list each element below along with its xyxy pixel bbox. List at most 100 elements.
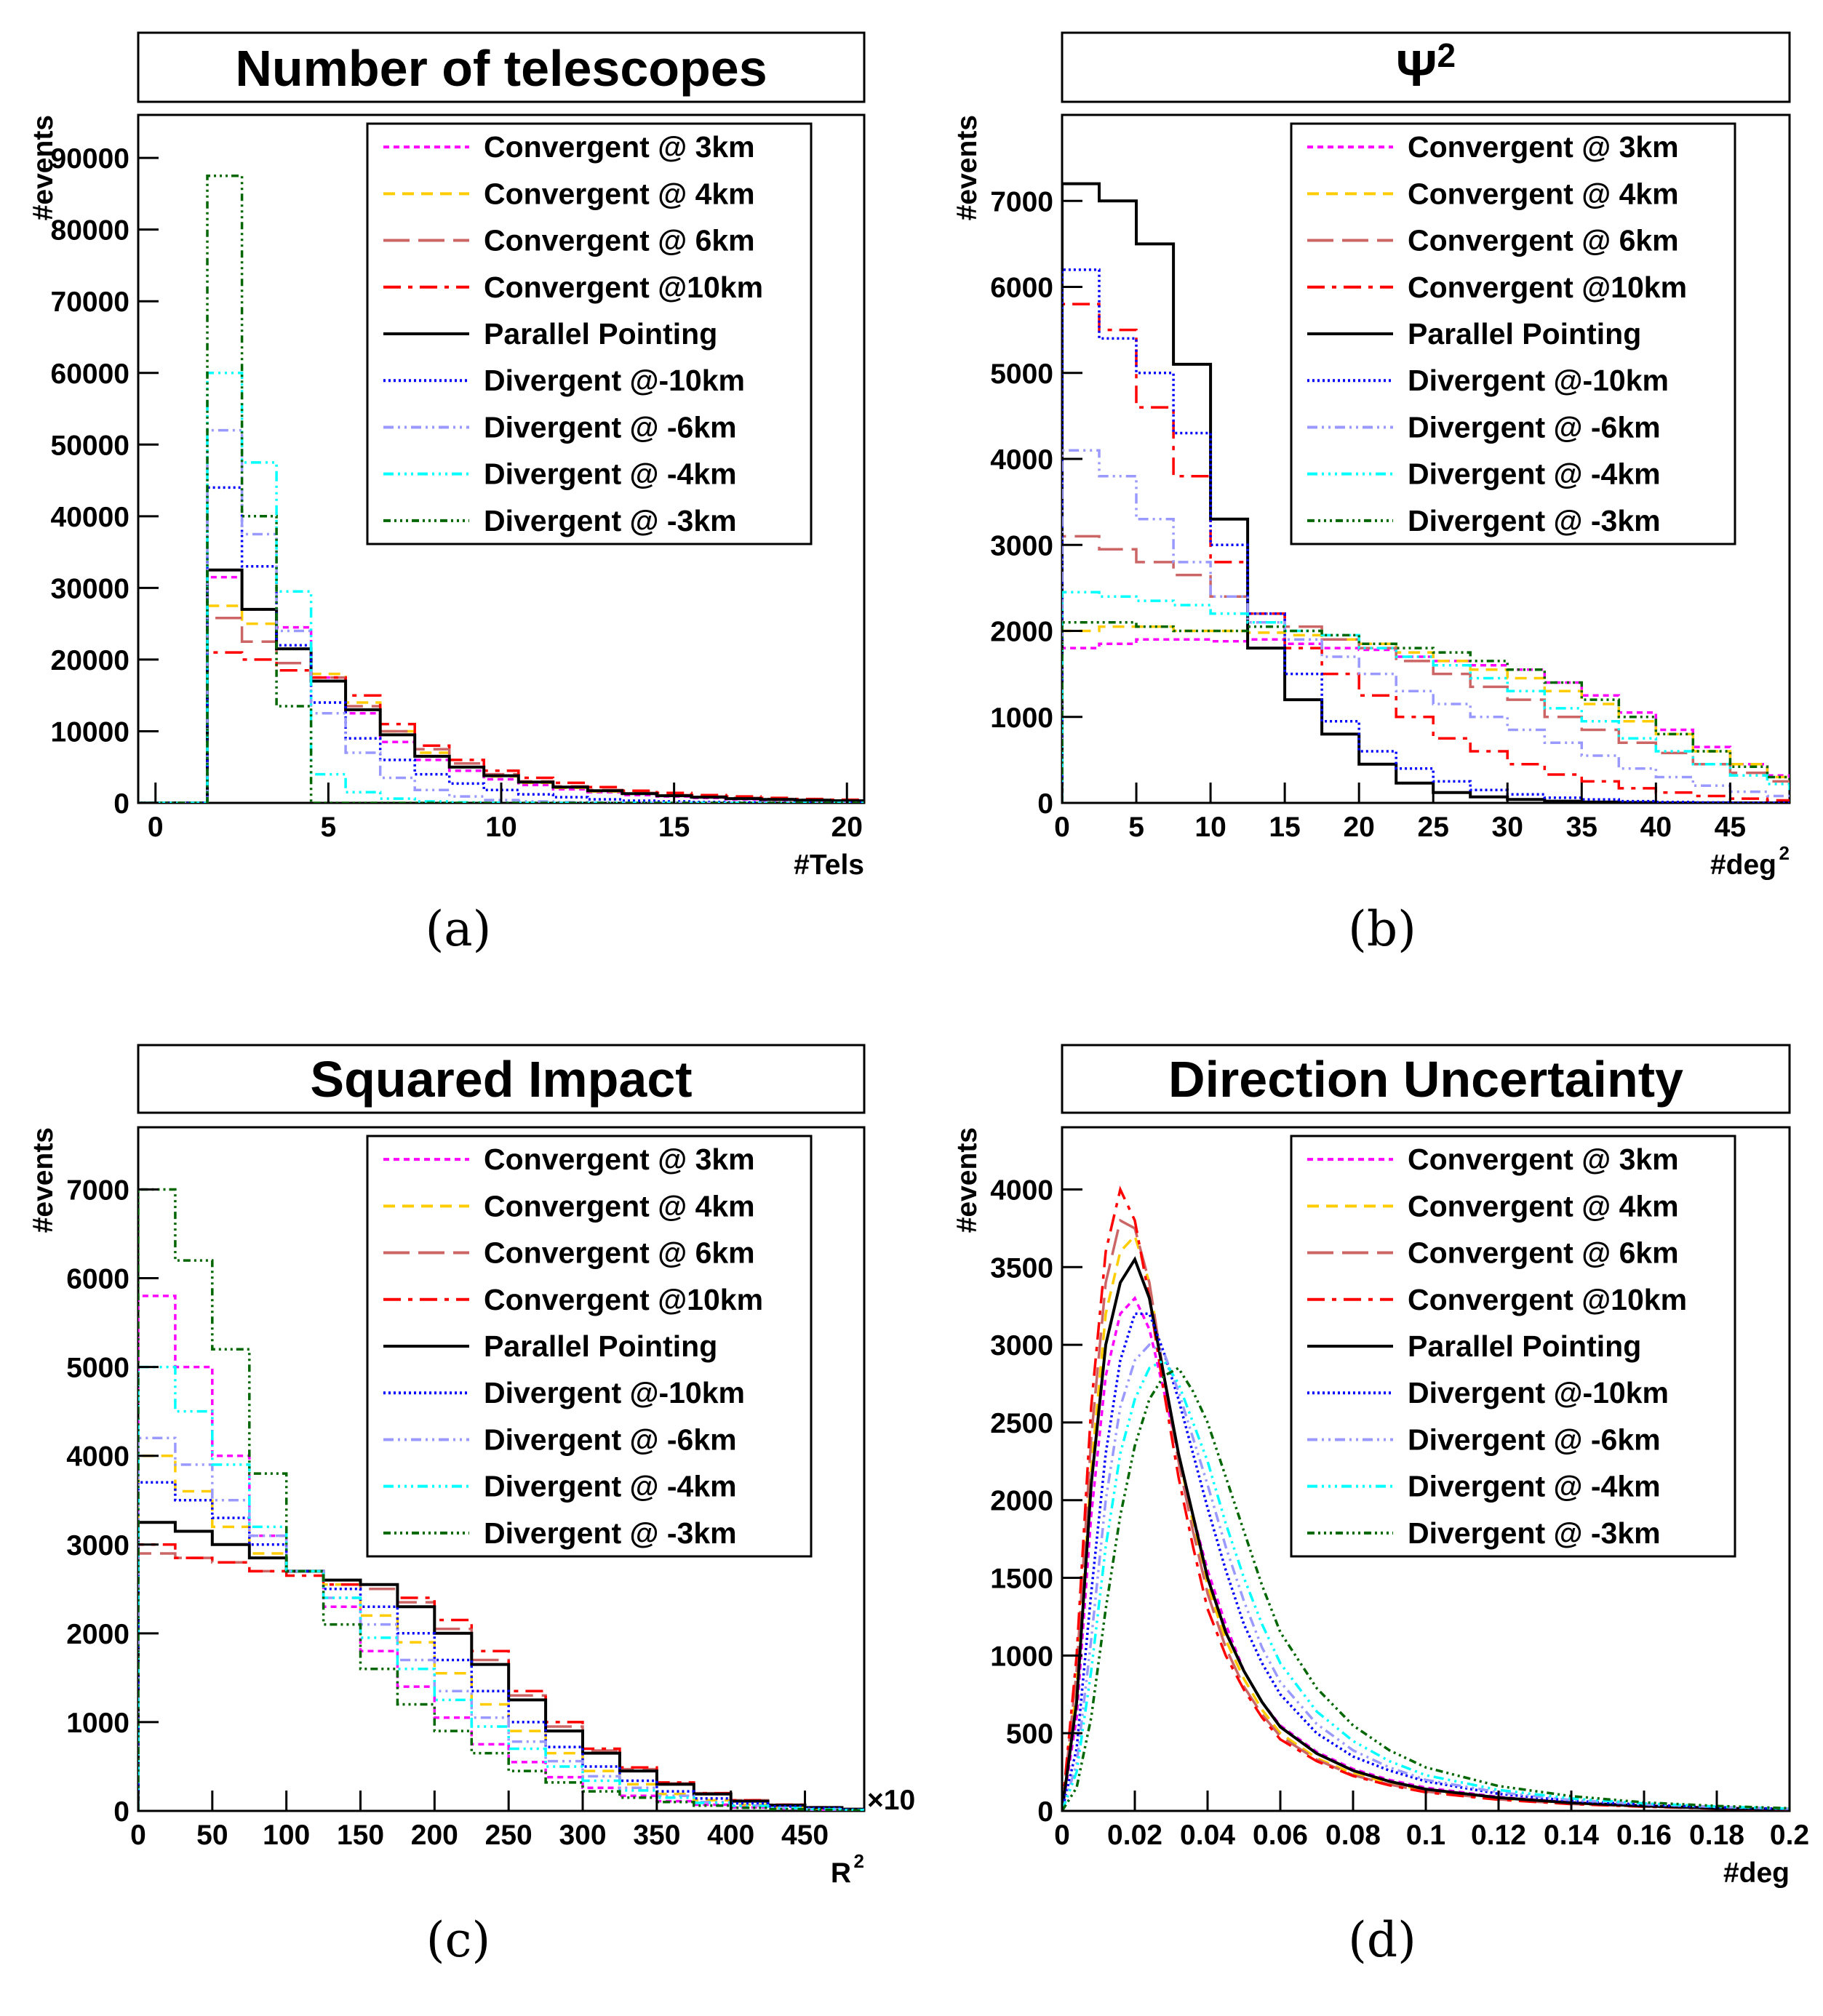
- x-tick-label: 5: [1128, 812, 1144, 843]
- panel-caption: (b): [1348, 901, 1416, 957]
- x-tick-label: 20: [1343, 812, 1374, 843]
- x-tick-label: 300: [559, 1820, 606, 1851]
- y-tick-label: 2000: [990, 1486, 1053, 1517]
- y-tick-label: 4000: [990, 444, 1053, 476]
- legend-label: Divergent @ -6km: [1408, 1423, 1661, 1456]
- y-axis-label: #events: [952, 115, 983, 220]
- series-line-6: [1062, 1343, 1790, 1811]
- x-tick-label: 10: [1194, 812, 1226, 843]
- legend-label: Convergent @ 4km: [1408, 177, 1679, 210]
- y-tick-label: 10000: [51, 716, 129, 748]
- x-tick-label: 150: [337, 1820, 384, 1851]
- x-axis-label-sup: 2: [854, 1850, 864, 1872]
- series-line-6: [138, 428, 864, 803]
- y-tick-label: 3000: [990, 530, 1053, 561]
- legend-label: Convergent @ 6km: [484, 224, 755, 257]
- legend-label: Divergent @ -3km: [484, 504, 737, 537]
- y-axis-label: #events: [28, 115, 59, 220]
- legend-label: Divergent @-10km: [484, 1376, 745, 1409]
- series-line-7: [138, 1365, 864, 1811]
- series-line-3: [1062, 303, 1790, 803]
- title-box: [1061, 31, 1791, 103]
- x-tick-label: 15: [1269, 812, 1300, 843]
- x-tick-label: 450: [781, 1820, 829, 1851]
- legend-label: Convergent @10km: [1408, 1283, 1687, 1316]
- y-axis-label: #events: [952, 1127, 983, 1233]
- y-tick-label: 7000: [66, 1175, 129, 1206]
- series-line-0: [1062, 638, 1790, 803]
- x-axis-label: #deg: [1723, 1857, 1790, 1889]
- series-group: [1062, 182, 1790, 803]
- x-tick-label: 0.12: [1471, 1820, 1526, 1851]
- x-tick-label: 15: [658, 812, 690, 843]
- y-tick-label: 30000: [51, 573, 129, 604]
- series-line-7: [138, 372, 864, 803]
- y-tick-label: 4000: [66, 1441, 129, 1473]
- y-tick-label: 7000: [990, 186, 1053, 217]
- y-tick-label: 0: [1037, 788, 1053, 820]
- title-box: [137, 1044, 866, 1114]
- x-axis-label-sup: 2: [1779, 842, 1790, 864]
- panel-d: Direction Uncertainty 0 0.02 0.04 0.06 0.08 0.…: [952, 1044, 1809, 1968]
- y-tick-label: 50000: [51, 430, 129, 461]
- series-line-4: [138, 1521, 864, 1811]
- x-tick-label: 0.14: [1544, 1820, 1599, 1851]
- legend-label: Convergent @ 4km: [484, 177, 755, 210]
- y-tick-label: 0: [113, 1796, 129, 1828]
- series-line-4: [1062, 182, 1790, 803]
- chart-title: Number of telescopes: [235, 40, 767, 97]
- legend-label: Parallel Pointing: [484, 317, 717, 351]
- legend-label: Parallel Pointing: [484, 1329, 717, 1363]
- y-tick-label: 0: [1037, 1796, 1053, 1828]
- x-tick-label: 35: [1566, 812, 1597, 843]
- y-tick-label: 500: [1006, 1719, 1053, 1750]
- panel-b: Ψ20 5 10 15 20 25 30 35 40 4501000200030004000500…: [952, 31, 1791, 957]
- legend-label: Divergent @ -6km: [484, 1423, 737, 1456]
- y-tick-label: 3000: [66, 1530, 129, 1561]
- series-line-7: [1062, 591, 1790, 803]
- x-tick-label: 5: [321, 812, 337, 843]
- legend-label: Convergent @ 6km: [1408, 1236, 1679, 1270]
- series-line-4: [1062, 1256, 1790, 1811]
- legend-label: Divergent @ -4km: [484, 1470, 737, 1503]
- y-tick-label: 40000: [51, 502, 129, 533]
- y-tick-label: 2500: [990, 1408, 1053, 1439]
- y-tick-label: 6000: [66, 1264, 129, 1295]
- series-line-3: [138, 651, 864, 803]
- chart-title: Direction Uncertainty: [1168, 1051, 1683, 1108]
- series-line-6: [1062, 449, 1790, 803]
- y-tick-label: 5000: [66, 1353, 129, 1384]
- x-tick-label: 0.2: [1770, 1820, 1809, 1851]
- x-axis-label: #Tels: [794, 849, 864, 881]
- series-line-7: [1062, 1359, 1790, 1811]
- y-tick-label: 3500: [990, 1252, 1053, 1284]
- series-line-2: [138, 1552, 864, 1811]
- legend-label: Divergent @ -4km: [484, 457, 737, 491]
- legend-label: Divergent @ -3km: [484, 1516, 737, 1550]
- y-tick-label: 1000: [990, 703, 1053, 734]
- x-tick-label: 250: [485, 1820, 532, 1851]
- legend-label: Convergent @ 6km: [1408, 224, 1679, 257]
- legend-label: Divergent @ -4km: [1408, 457, 1661, 491]
- series-line-3: [138, 1543, 864, 1811]
- y-tick-label: 1500: [990, 1564, 1053, 1595]
- x-tick-label: 0: [1054, 1820, 1070, 1851]
- legend-label: Parallel Pointing: [1408, 317, 1641, 351]
- x-tick-label: 400: [707, 1820, 754, 1851]
- legend: Convergent @ 3km Convergent @ 4km Converge…: [1290, 1135, 1736, 1558]
- legend-label: Divergent @ -6km: [1408, 410, 1661, 444]
- legend-label: Convergent @ 3km: [484, 1143, 755, 1176]
- x-tick-label: 0: [130, 1820, 146, 1851]
- x-tick-label: 25: [1418, 812, 1449, 843]
- legend-label: Divergent @ -4km: [1408, 1470, 1661, 1503]
- x-tick-label: 0.1: [1406, 1820, 1445, 1851]
- x-tick-label: 0.16: [1616, 1820, 1672, 1851]
- y-tick-label: 6000: [990, 273, 1053, 304]
- x-axis-label: R: [831, 1857, 851, 1889]
- x-tick-label: 0.04: [1180, 1820, 1235, 1851]
- series-line-5: [138, 1481, 864, 1811]
- x-tick-label: 100: [263, 1820, 310, 1851]
- x-axis-label: #deg: [1710, 849, 1776, 881]
- series-group: [1062, 1185, 1790, 1811]
